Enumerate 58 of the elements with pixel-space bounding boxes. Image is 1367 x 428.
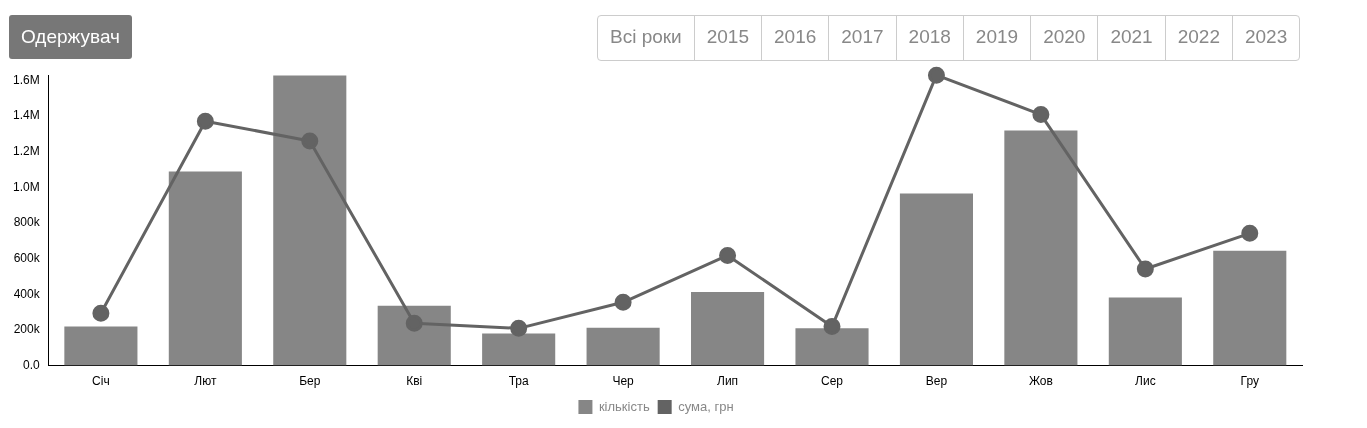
bar [795, 328, 869, 366]
y-tick-label: 1.0M [12, 179, 40, 194]
text: 2018 [895, 16, 963, 60]
point [405, 314, 423, 332]
text: 2017 [828, 16, 896, 60]
x-tick-label: Гру [1240, 374, 1259, 389]
point [1136, 260, 1154, 278]
x-tick-label: Кві [406, 374, 423, 389]
bar [691, 291, 765, 366]
y-tick-label: 1.4M [12, 108, 40, 123]
x-tick-label: Жов [1028, 374, 1053, 389]
text: Одержувач [9, 15, 132, 59]
text: 2020 [1030, 16, 1098, 60]
x-tick-label: Лис [1135, 374, 1156, 389]
bar [64, 326, 138, 366]
legend-label: сума, грн [678, 398, 734, 414]
point [92, 304, 110, 322]
text: 2015 [693, 16, 762, 60]
y-tick-label: 400k [13, 286, 41, 301]
x-tick-label: Вер [925, 374, 948, 389]
text: 2022 [1164, 16, 1232, 60]
point [614, 293, 632, 311]
bar [1004, 130, 1078, 366]
x-tick-label: Тра [508, 374, 529, 389]
text: 2019 [962, 16, 1031, 60]
y-tick-label: 0.0 [22, 357, 40, 372]
y-tick-label: 200k [13, 322, 41, 337]
bar [377, 305, 451, 366]
bar [586, 327, 660, 366]
point [719, 246, 737, 264]
bar [1213, 250, 1287, 366]
text: 2016 [761, 16, 829, 60]
bar [482, 333, 556, 366]
y-tick-label: 1.6M [12, 72, 40, 87]
bar [273, 75, 347, 366]
x-tick-label: Бер [299, 374, 321, 389]
x-tick-label: Сер [821, 374, 844, 389]
x-tick-label: Січ [92, 374, 110, 389]
point [823, 318, 841, 336]
bar [168, 171, 242, 366]
text: 2023 [1231, 16, 1300, 60]
point [1241, 224, 1259, 242]
text: 2021 [1097, 16, 1165, 60]
point [1032, 106, 1050, 124]
x-tick-label: Лют [194, 374, 217, 389]
x-tick-label: Лип [717, 374, 739, 389]
bar [899, 193, 973, 366]
point [927, 66, 945, 84]
legend-label: кількість [598, 398, 650, 414]
x-tick-label: Чер [612, 374, 635, 389]
text: Всі роки [609, 25, 683, 49]
bar [1108, 297, 1182, 366]
y-tick-label: 600k [13, 250, 41, 265]
y-tick-label: 1.2M [12, 143, 40, 158]
y-tick-label: 800k [13, 215, 41, 230]
point [510, 319, 528, 337]
point [196, 112, 214, 130]
point [301, 132, 319, 150]
